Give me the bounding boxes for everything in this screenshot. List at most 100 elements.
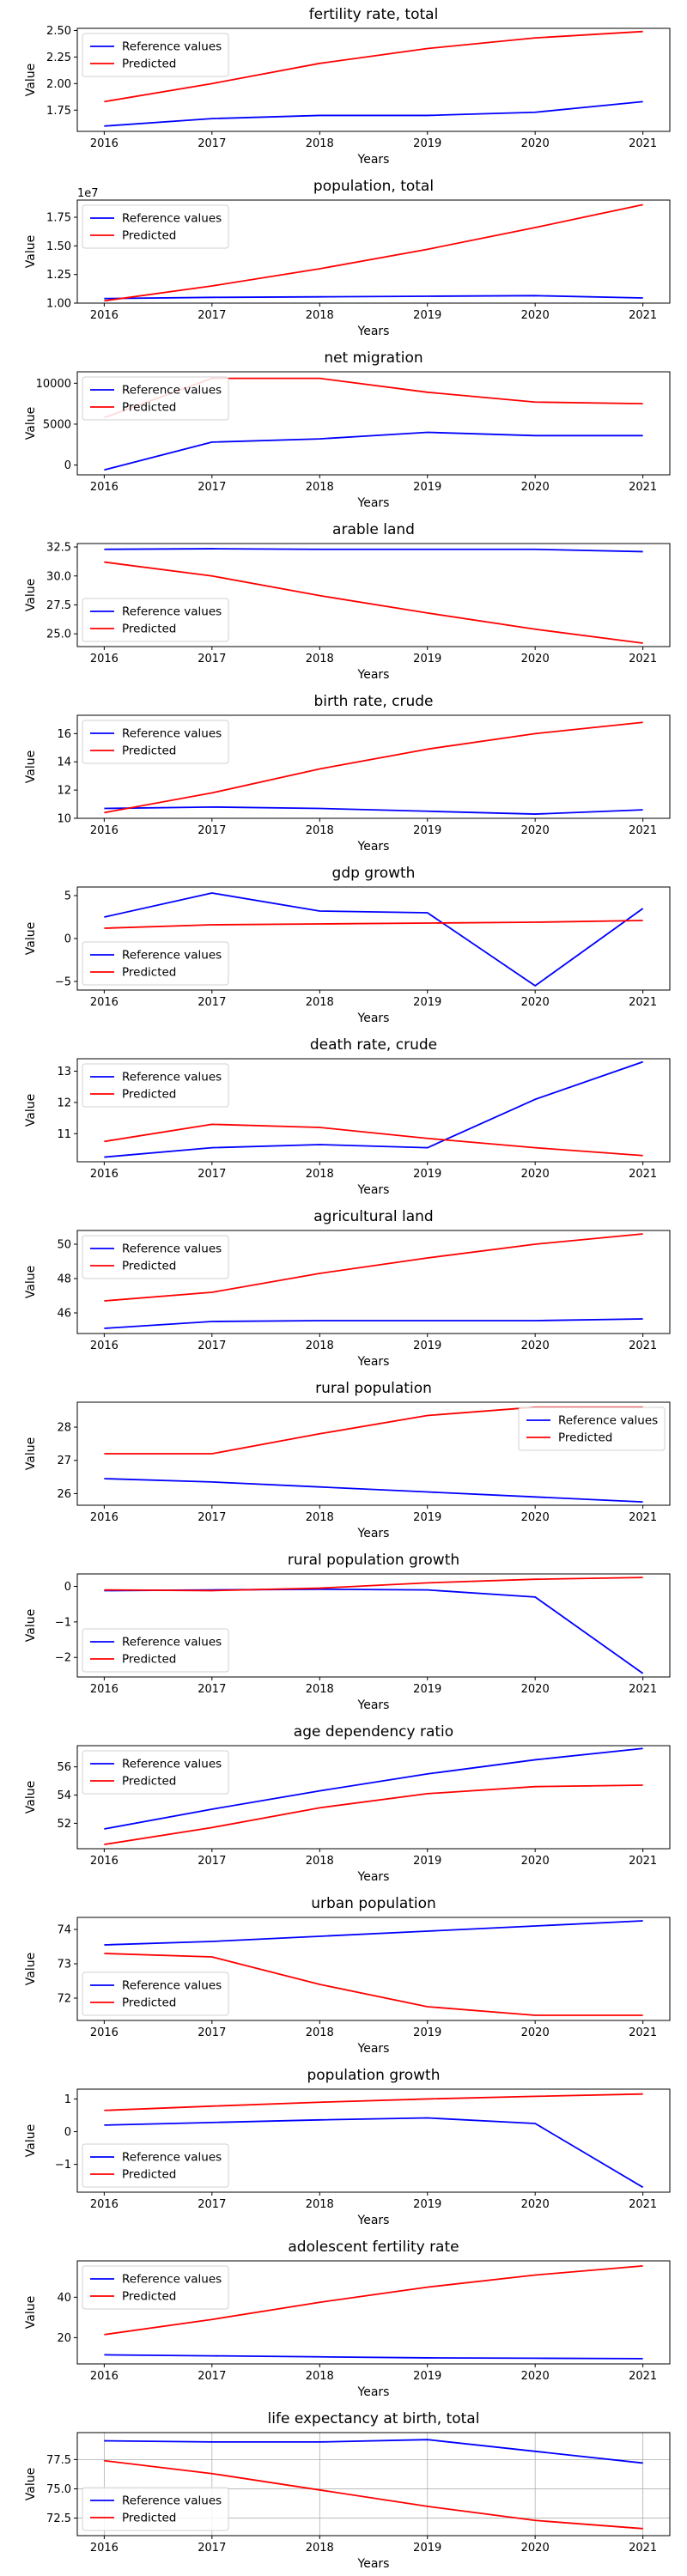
x-tick-label: 2018 [306, 2198, 334, 2211]
series-line-predicted [104, 920, 643, 929]
x-axis-label: Years [357, 1183, 390, 1197]
x-tick-label: 2016 [90, 2542, 119, 2555]
legend: Reference values Predicted [82, 376, 229, 421]
chart-8: rural population 2016 2017 2018 2019 2020 2021… [24, 1380, 671, 1540]
y-tick-label: 0 [64, 1581, 71, 1594]
x-axis-label: Years [357, 496, 390, 510]
x-tick-label: 2020 [521, 2370, 550, 2383]
x-axis-label: Years [357, 1698, 390, 1712]
x-tick-label: 2018 [306, 653, 334, 665]
y-axis-label: Value [24, 407, 38, 440]
x-tick-label: 2020 [521, 1855, 550, 1868]
x-tick-label: 2017 [198, 2198, 226, 2211]
y-tick-label: 50 [57, 1239, 71, 1252]
x-axis-label: Years [357, 1870, 390, 1884]
x-tick-label: 2021 [629, 824, 657, 837]
legend: Reference values Predicted [82, 1750, 229, 1795]
y-tick-label: 56 [57, 1761, 71, 1774]
y-tick-label: 54 [57, 1789, 71, 1802]
y-tick-label: 1.00 [46, 298, 71, 311]
x-tick-label: 2018 [306, 1855, 334, 1868]
legend-label: Reference values [122, 727, 222, 741]
chart-title: gdp growth [332, 865, 416, 882]
legend: Reference values Predicted [82, 33, 229, 77]
x-tick-label: 2016 [90, 481, 119, 494]
x-tick-label: 2020 [521, 1683, 550, 1696]
legend-label: Predicted [122, 744, 176, 758]
chart-10: age dependency ratio 2016 2017 2018 2019 2020… [24, 1723, 671, 1884]
y-axis-label: Value [24, 1609, 38, 1642]
x-tick-label: 2018 [306, 1683, 334, 1696]
plot-frame [76, 1401, 671, 1506]
chart-title: fertility rate, total [309, 6, 439, 23]
series-line-reference [104, 1060, 643, 1158]
legend-label: Reference values [122, 1979, 222, 1993]
y-tick-label: 48 [57, 1273, 71, 1286]
chart-title: net migration [324, 349, 423, 367]
y-tick-label: 30.0 [46, 570, 71, 583]
y-tick-label: −1 [55, 1616, 71, 1629]
x-tick-label: 2019 [413, 1340, 441, 1352]
plot-frame [76, 27, 671, 132]
y-offset-label: 1e7 [77, 187, 99, 200]
x-axis-label: Years [357, 668, 390, 682]
series-line-reference [104, 1747, 643, 1830]
x-tick-label: 2019 [413, 2026, 441, 2039]
y-axis-label: Value [24, 235, 38, 268]
plot-frame [76, 1058, 671, 1163]
x-tick-label: 2018 [306, 137, 334, 150]
legend-label: Predicted [122, 1775, 176, 1789]
plot-frame [76, 714, 671, 819]
chart-title: population growth [307, 2067, 440, 2084]
y-tick-label: 27 [57, 1455, 71, 1467]
chart-13: adolescent fertility rate 2016 2017 2018 201… [24, 2239, 671, 2399]
legend-label: Reference values [122, 384, 222, 398]
series-line-predicted [104, 204, 643, 302]
x-tick-label: 2021 [629, 1683, 657, 1696]
legend-label: Predicted [122, 2168, 176, 2182]
x-tick-label: 2017 [198, 1855, 226, 1868]
legend-label: Predicted [122, 1996, 176, 2010]
series-line-reference [104, 2354, 643, 2360]
x-tick-label: 2020 [521, 653, 550, 665]
legend: Reference values Predicted [82, 1628, 229, 1673]
series-line-predicted [104, 30, 643, 103]
y-axis-label: Value [24, 2296, 38, 2329]
plot-frame [76, 2432, 671, 2537]
y-tick-label: 20 [57, 2332, 71, 2345]
x-tick-label: 2021 [629, 1168, 657, 1181]
x-tick-label: 2021 [629, 653, 657, 665]
x-tick-label: 2019 [413, 2198, 441, 2211]
y-tick-label: 72.5 [46, 2512, 71, 2525]
y-tick-label: 72 [57, 1993, 71, 2006]
legend-label: Predicted [122, 966, 176, 980]
y-tick-label: 52 [57, 1818, 71, 1831]
y-axis-label: Value [24, 1094, 38, 1127]
x-tick-label: 2018 [306, 1511, 334, 1524]
x-tick-label: 2020 [521, 2026, 550, 2039]
y-tick-label: 28 [57, 1422, 71, 1435]
x-tick-label: 2019 [413, 996, 441, 1009]
y-axis-label: Value [24, 750, 38, 783]
legend-label: Reference values [122, 212, 222, 226]
x-tick-label: 2016 [90, 309, 119, 322]
series-line-predicted [104, 1233, 643, 1302]
series-line-predicted [104, 561, 643, 644]
plot-frame [76, 1573, 671, 1678]
legend-label: Predicted [122, 2290, 176, 2304]
x-tick-label: 2017 [198, 2370, 226, 2383]
x-tick-label: 2019 [413, 2370, 441, 2383]
x-axis-label: Years [357, 153, 390, 167]
y-tick-label: 0 [64, 459, 71, 472]
chart-0: fertility rate, total 2016 2017 2018 2019 202… [24, 6, 671, 167]
x-tick-label: 2016 [90, 1855, 119, 1868]
x-tick-label: 2019 [413, 1511, 441, 1524]
plot-frame [76, 371, 671, 476]
y-tick-label: 5 [64, 890, 71, 903]
x-tick-label: 2021 [629, 1511, 657, 1524]
x-tick-label: 2017 [198, 996, 226, 1009]
y-axis-label: Value [24, 64, 38, 96]
x-tick-label: 2017 [198, 1168, 226, 1181]
y-axis-label: Value [24, 922, 38, 955]
chart-title: birth rate, crude [313, 693, 433, 710]
